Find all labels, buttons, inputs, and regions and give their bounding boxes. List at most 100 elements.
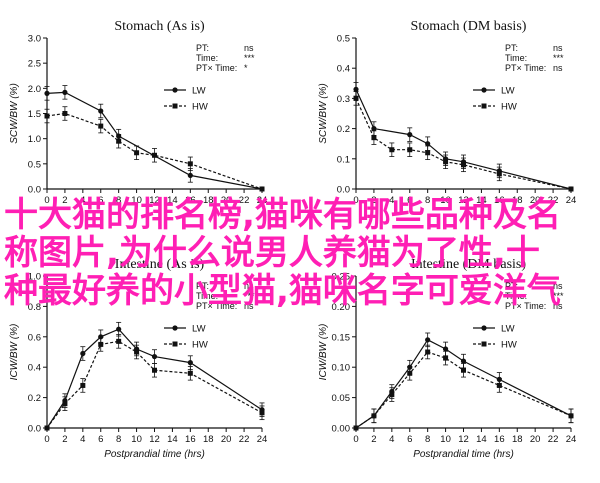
x-tick-label: 6 bbox=[98, 195, 103, 206]
data-point-HW bbox=[62, 111, 68, 116]
x-tick-label: 12 bbox=[149, 434, 160, 445]
data-point-HW bbox=[389, 147, 395, 153]
overlay-line-2: 称图片,为什么说男人养猫为了性,十 bbox=[4, 233, 540, 273]
legend-marker bbox=[481, 341, 487, 347]
x-tick-label: 14 bbox=[167, 434, 178, 445]
legend-marker bbox=[481, 87, 487, 93]
data-point-HW bbox=[389, 392, 395, 398]
chart-title: Intestine (As is) bbox=[115, 257, 205, 272]
stat-label: PT: bbox=[505, 43, 518, 53]
data-point-HW bbox=[371, 135, 377, 141]
stat-label: Time: bbox=[505, 291, 527, 301]
x-tick-label: 4 bbox=[80, 434, 85, 445]
x-tick-label: 14 bbox=[167, 195, 178, 206]
legend-marker bbox=[172, 325, 178, 331]
x-tick-label: 20 bbox=[530, 195, 541, 206]
chart-panel-4: Intestine (DM basis) 0.00 0.05 0.10 0.15 0.20… bbox=[318, 257, 576, 460]
y-tick-label: 0.0 bbox=[28, 185, 41, 196]
data-point-HW bbox=[116, 138, 122, 144]
data-point-HW bbox=[371, 413, 377, 419]
data-point-LW bbox=[371, 126, 377, 132]
data-point-HW bbox=[425, 349, 431, 355]
data-point-HW bbox=[62, 401, 68, 407]
x-tick-label: 10 bbox=[131, 434, 142, 445]
series-line-HW bbox=[355, 98, 572, 190]
x-tick-label: 22 bbox=[239, 195, 250, 206]
y-tick-label: 0.2 bbox=[337, 124, 350, 135]
y-axis-label: SCW/BW (%) bbox=[318, 83, 329, 144]
overlay-caption: 十大猫的排名榜,猫咪有哪些品种及名 称图片,为什么说男人养猫为了性,十 种最好养… bbox=[4, 196, 600, 310]
x-tick-label: 22 bbox=[239, 434, 250, 445]
y-tick-label: 0.20 bbox=[332, 302, 351, 313]
stat-value: ns bbox=[553, 43, 563, 53]
data-point-HW bbox=[44, 425, 50, 431]
data-point-HW bbox=[568, 186, 574, 192]
data-point-HW bbox=[407, 370, 413, 376]
series-line-LW bbox=[46, 328, 263, 429]
x-tick-label: 20 bbox=[221, 434, 232, 445]
data-point-LW bbox=[62, 89, 68, 95]
overlay-line-1: 十大猫的排名榜,猫咪有哪些品种及名 bbox=[4, 195, 561, 235]
x-tick-label: 24 bbox=[566, 434, 577, 445]
data-point-LW bbox=[187, 172, 193, 179]
x-tick-label: 18 bbox=[203, 195, 214, 206]
series-line-HW bbox=[46, 112, 263, 190]
x-tick-label: 16 bbox=[494, 195, 505, 206]
legend-marker bbox=[481, 103, 487, 109]
stat-label: PT× Time: bbox=[505, 301, 546, 311]
data-point-LW bbox=[425, 337, 431, 343]
data-point-HW bbox=[496, 382, 502, 388]
data-point-HW bbox=[259, 410, 265, 416]
stat-value: ns bbox=[244, 301, 254, 311]
x-tick-label: 0 bbox=[44, 434, 49, 445]
stat-label: Time: bbox=[505, 53, 527, 63]
data-point-HW bbox=[353, 95, 359, 101]
x-tick-label: 10 bbox=[440, 434, 451, 445]
y-tick-label: 0.8 bbox=[28, 302, 41, 313]
y-tick-label: 0.4 bbox=[337, 64, 350, 75]
data-point-LW bbox=[187, 360, 193, 366]
x-axis-label: Postprandial time (hrs) bbox=[104, 449, 205, 460]
data-point-HW bbox=[98, 341, 104, 347]
x-tick-label: 20 bbox=[221, 195, 232, 206]
data-point-HW bbox=[461, 367, 466, 373]
data-point-HW bbox=[98, 123, 104, 129]
y-tick-label: 3.0 bbox=[28, 34, 41, 45]
y-axis-label: ICW/BW (%) bbox=[318, 324, 329, 381]
x-tick-label: 4 bbox=[80, 195, 85, 206]
legend-marker bbox=[172, 103, 178, 109]
legend-label: HW bbox=[501, 340, 517, 351]
stat-label: PT: bbox=[505, 281, 518, 291]
y-tick-label: 0.0 bbox=[28, 424, 41, 435]
legend-label: HW bbox=[192, 102, 208, 113]
data-point-HW bbox=[407, 147, 413, 153]
x-tick-label: 16 bbox=[494, 434, 505, 445]
y-tick-label: 2.5 bbox=[28, 59, 41, 70]
x-tick-label: 22 bbox=[548, 195, 559, 206]
stat-value: ns bbox=[553, 63, 563, 73]
data-point-HW bbox=[80, 382, 86, 388]
stat-value: ns bbox=[553, 281, 563, 291]
y-axis-label: SCW/BW (%) bbox=[9, 83, 20, 144]
legend-marker bbox=[172, 87, 178, 93]
data-point-HW bbox=[443, 159, 449, 165]
stat-label: PT: bbox=[196, 281, 209, 291]
chart-title: Stomach (As is) bbox=[114, 19, 205, 34]
data-point-LW bbox=[98, 334, 104, 340]
x-tick-label: 8 bbox=[425, 195, 430, 206]
legend-label: HW bbox=[501, 102, 517, 113]
chart-panel-1: Stomach (As is)0.00.51.01.52.02.53.00 2 4 6… bbox=[9, 19, 267, 206]
x-tick-label: 18 bbox=[512, 195, 523, 206]
data-point-LW bbox=[407, 132, 413, 138]
data-point-HW bbox=[152, 152, 157, 158]
x-tick-label: 12 bbox=[149, 195, 160, 206]
x-tick-label: 12 bbox=[458, 434, 469, 445]
series-line-LW bbox=[355, 339, 572, 429]
y-tick-label: 2.0 bbox=[28, 84, 41, 95]
x-tick-label: 6 bbox=[407, 195, 412, 206]
x-tick-label: 16 bbox=[185, 434, 196, 445]
data-point-HW bbox=[152, 367, 157, 373]
x-tick-label: 24 bbox=[257, 195, 268, 206]
x-tick-label: 6 bbox=[98, 434, 103, 445]
